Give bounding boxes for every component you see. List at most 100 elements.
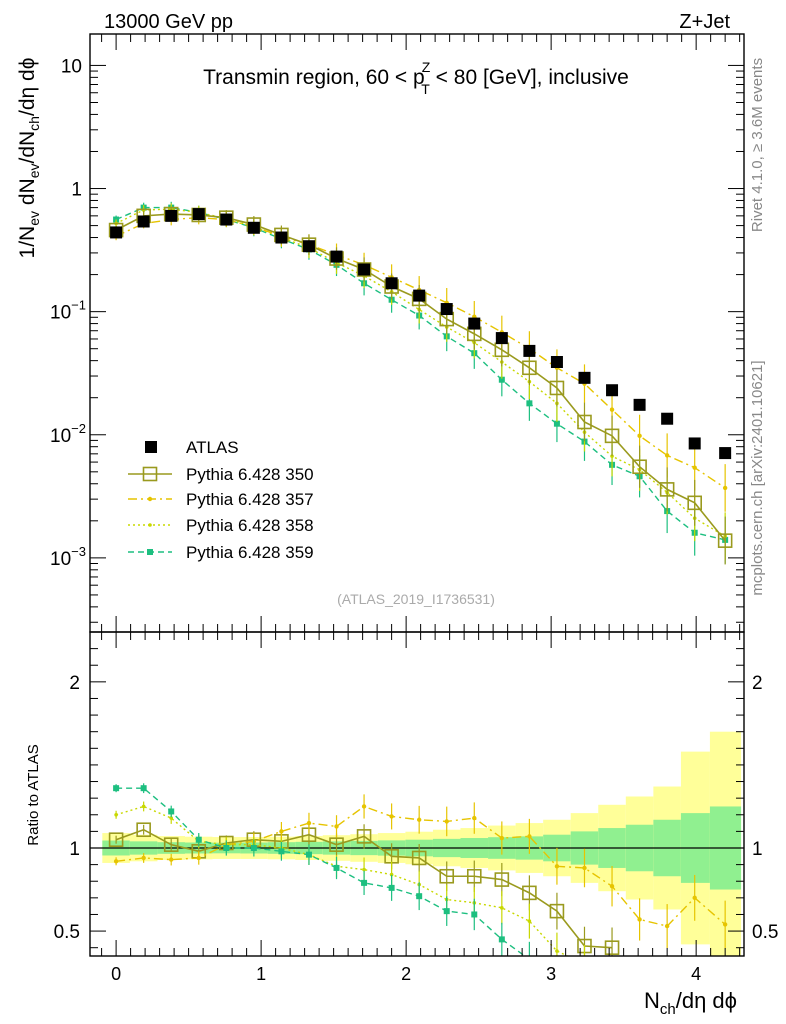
point-p359 [553, 420, 560, 427]
y-tick-label: 10−3 [50, 544, 86, 570]
point-p357 [416, 817, 422, 822]
ratio-y-tick-label-right: 1 [752, 839, 763, 860]
series-line-p358 [115, 208, 726, 537]
point-p357 [664, 453, 670, 458]
point-p358 [141, 804, 146, 809]
point-p357 [141, 855, 146, 861]
y-tick-base: 10 [50, 549, 71, 570]
point-ATLAS [468, 317, 481, 330]
point-p359 [443, 908, 450, 915]
x-tick-label: 3 [546, 964, 556, 984]
point-p350 [356, 829, 372, 844]
point-p350 [717, 533, 733, 548]
point-p359 [333, 864, 340, 871]
point-p359 [278, 848, 285, 855]
point-ATLAS [495, 332, 508, 345]
point-p359 [498, 936, 505, 943]
point-ATLAS [633, 398, 646, 411]
point-p350 [522, 885, 537, 901]
point-p350 [549, 380, 565, 396]
point-ATLAS [137, 215, 150, 228]
y-tick-label: 10−1 [50, 298, 86, 324]
point-ATLAS [275, 231, 288, 244]
point-p357 [306, 820, 312, 826]
point-p350 [522, 360, 537, 376]
point-ATLAS [192, 208, 205, 221]
ratio-panel-data [90, 731, 744, 967]
point-ATLAS [165, 209, 178, 222]
point-p359 [250, 845, 257, 851]
point-p358 [114, 812, 118, 817]
analysis-id: (ATLAS_2019_I1736531) [337, 591, 495, 607]
series-p357-ratio [113, 794, 728, 949]
point-p359 [498, 376, 505, 383]
legend-label-p359: Pythia 6.428 359 [186, 543, 314, 562]
point-p358 [583, 963, 587, 967]
point-ATLAS [302, 240, 315, 253]
ratio-y-tick-label: 2 [69, 673, 80, 694]
series-p359 [113, 201, 729, 564]
legend-label-p350: Pythia 6.428 350 [186, 465, 314, 484]
point-p357 [389, 814, 394, 819]
legend-entry-p357: Pythia 6.428 357 [128, 490, 314, 509]
point-ATLAS [688, 437, 701, 450]
point-p357 [444, 819, 449, 824]
legend-marker-p359 [147, 549, 153, 555]
point-p350 [604, 428, 620, 444]
point-p350 [356, 262, 372, 277]
point-p359 [471, 911, 478, 918]
point-p358 [500, 906, 504, 910]
point-p357 [499, 835, 505, 841]
point-p350 [494, 872, 510, 887]
point-p357 [279, 829, 284, 834]
point-p359 [526, 956, 532, 962]
title-suffix: < 80 [GeV], inclusive [430, 66, 629, 89]
point-p358 [555, 949, 559, 953]
legend-entry-p350: Pythia 6.428 350 [128, 465, 314, 484]
point-p359 [388, 884, 395, 891]
y-tick-base: 10 [50, 303, 71, 324]
legend-entry-ATLAS: ATLAS [145, 438, 239, 457]
y-tick-exp: −1 [71, 298, 86, 313]
y-axis-label-main: 1/Nev dNev/dNch/dη dϕ [16, 58, 42, 259]
point-p359 [416, 893, 423, 900]
point-p357 [692, 895, 697, 901]
point-p357 [664, 923, 670, 929]
point-ATLAS [220, 213, 233, 226]
point-p357 [527, 834, 532, 839]
legend-marker-ATLAS [145, 441, 157, 453]
x-tick-label: 2 [401, 964, 411, 984]
ratio-y-tick-label-right: 2 [752, 673, 763, 694]
point-p359 [195, 836, 202, 843]
x-axis-label: Nch/dη dϕ [644, 988, 737, 1018]
point-ATLAS [661, 412, 674, 425]
process-label: Z+Jet [679, 11, 730, 33]
legend-label-p358: Pythia 6.428 358 [186, 516, 314, 535]
point-p350 [108, 832, 124, 847]
point-p357 [334, 824, 339, 829]
point-p357 [609, 407, 615, 412]
main-panel-data [108, 201, 733, 565]
point-p357 [472, 815, 477, 821]
point-p357 [692, 465, 697, 470]
ratio-frame [89, 631, 745, 957]
point-p357 [637, 433, 642, 439]
point-p350 [411, 850, 427, 866]
point-p359 [305, 851, 312, 858]
y-axis-label-ratio: Ratio to ATLAS [25, 744, 42, 845]
point-p357 [609, 884, 615, 889]
title-sup: Z [422, 59, 431, 75]
point-p357 [169, 857, 174, 862]
point-p359 [526, 400, 533, 407]
legend-marker-p357 [147, 496, 153, 502]
point-ATLAS [110, 226, 123, 239]
point-p357 [637, 917, 642, 922]
point-p350 [163, 837, 179, 852]
point-ATLAS [550, 355, 563, 368]
x-tick-label: 1 [256, 964, 266, 984]
point-p350 [632, 459, 647, 475]
point-p359 [113, 785, 120, 792]
point-p357 [196, 855, 201, 861]
point-p358 [389, 872, 394, 877]
point-p359 [361, 879, 368, 886]
